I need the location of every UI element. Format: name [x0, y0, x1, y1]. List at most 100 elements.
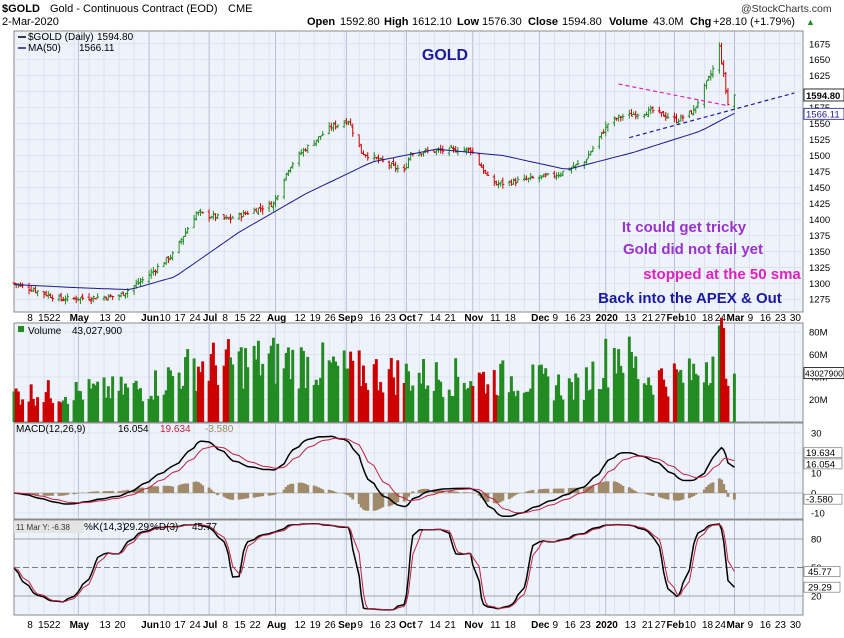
- volume-bar: [531, 364, 534, 422]
- volume-bar: [126, 388, 129, 422]
- volume-bar: [726, 386, 729, 422]
- x-tick-label: 16: [565, 620, 577, 631]
- price-y-tick: 1625: [809, 71, 830, 82]
- volume-bar: [576, 377, 579, 422]
- x-tick-label: 24: [190, 313, 202, 324]
- macd-y-tick: 30: [811, 429, 822, 440]
- x-tick-label: Jun: [141, 620, 159, 631]
- x-tick-label: 26: [325, 620, 337, 631]
- volume-y-tick: 60M: [809, 350, 828, 361]
- price-y-tick: 1375: [809, 231, 830, 242]
- x-tick-label: Jun: [141, 313, 159, 324]
- ma-legend-value: 1566.11: [79, 43, 115, 54]
- volume-bar: [261, 364, 264, 422]
- x-tick-label: 22: [250, 313, 262, 324]
- volume-bar: [81, 400, 84, 422]
- x-tick-label: 27: [655, 620, 667, 631]
- macd-hist-bar: [36, 493, 39, 495]
- x-tick-label: 10: [685, 313, 697, 324]
- price-y-axis: 1275130013251350137514001425145014751500…: [804, 39, 844, 305]
- macd-hist-bar: [201, 485, 204, 493]
- volume-bar: [66, 404, 69, 422]
- macd-hist-bar: [681, 493, 684, 499]
- x-tick-label: 19: [310, 620, 322, 631]
- x-tick-label: 8: [222, 620, 228, 631]
- x-tick-label: Feb: [666, 313, 684, 324]
- macd-hist-bar: [711, 482, 714, 493]
- macd-hist-bar: [351, 493, 354, 499]
- x-tick-label: Aug: [267, 620, 286, 631]
- x-tick-label: Sep: [338, 313, 356, 324]
- volume-bar: [96, 382, 99, 422]
- x-tick-label: Nov: [464, 313, 483, 324]
- macd-legend-name: MACD(12,26,9): [16, 424, 85, 435]
- volume-bar: [141, 401, 144, 422]
- x-tick-label: 16: [370, 620, 382, 631]
- volume-bar: [441, 397, 444, 422]
- x-tick-label: 12: [295, 313, 307, 324]
- ma-legend-name: MA(50): [28, 43, 61, 54]
- macd-hist-bar: [96, 491, 99, 493]
- annotation-50sma: stopped at the 50 sma: [643, 266, 801, 283]
- volume-y-tick: 80M: [809, 328, 828, 339]
- macd-hist-bar: [246, 493, 249, 498]
- low-label: Low: [457, 16, 479, 28]
- price-y-tick: 1275: [809, 295, 830, 306]
- price-y-tick: 1325: [809, 263, 830, 274]
- volume-bar: [621, 373, 624, 422]
- cursor-readout: 11 Mar Y: -6.38: [16, 523, 71, 532]
- x-tick-label: Aug: [267, 313, 286, 324]
- volume-bar: [733, 374, 736, 422]
- x-tick-label: 23: [580, 620, 592, 631]
- x-tick-label: 9: [553, 620, 559, 631]
- high-label: High: [384, 16, 409, 28]
- x-tick-label: 20: [114, 313, 126, 324]
- volume-bar: [666, 396, 669, 422]
- macd-y-tick: -10: [811, 509, 825, 520]
- x-tick-label: 17: [175, 313, 187, 324]
- macd-hist-bar: [216, 493, 219, 495]
- x-tick-label: 23: [580, 313, 592, 324]
- stockcharts-watermark: @StockCharts.com: [741, 3, 832, 15]
- price-y-tick: 1500: [809, 151, 830, 162]
- macd-hist-bar: [651, 493, 654, 496]
- macd-hist-bar: [456, 492, 459, 493]
- x-tick-label: Dec: [531, 313, 550, 324]
- volume-bar: [381, 392, 384, 422]
- x-tick-label: 10: [160, 620, 172, 631]
- chg-up-arrow-icon: ▲: [806, 17, 815, 27]
- macd-hist-bar: [724, 490, 727, 493]
- x-tick-label: 14: [430, 620, 442, 631]
- stoch-k-legend-value: 29.29: [124, 522, 149, 533]
- stoch-right-label: 45.77: [808, 567, 832, 578]
- volume-bar: [111, 376, 114, 422]
- volume-bar: [546, 376, 549, 422]
- macd-hist-bar: [561, 489, 564, 493]
- volume-y-axis: 20M40M60M80M43027900: [804, 328, 844, 407]
- x-tick-label: 19: [310, 313, 322, 324]
- x-tick-label: 13: [99, 313, 111, 324]
- volume-bar: [426, 385, 429, 422]
- x-tick-label: 10: [685, 620, 697, 631]
- macd-right-label: 19.634: [806, 448, 835, 459]
- x-tick-label: Feb: [666, 620, 684, 631]
- price-y-tick: 1350: [809, 247, 830, 258]
- volume-bar: [21, 399, 24, 422]
- macd-hist-bar: [306, 485, 309, 493]
- x-tick-label: May: [70, 313, 90, 324]
- volume-bar: [681, 383, 684, 422]
- volume-y-tick: 20M: [809, 395, 828, 406]
- description: Gold - Continuous Contract (EOD): [50, 3, 218, 15]
- macd-hist-bar: [621, 486, 624, 493]
- macd-hist-bar: [334, 492, 337, 493]
- x-tick-label: 8: [27, 620, 33, 631]
- price-legend-name: $GOLD (Daily): [28, 32, 94, 43]
- x-tick-label: 13: [625, 620, 637, 631]
- stoch-d-legend-name: %D(3): [150, 522, 178, 533]
- x-tick-label: Oct: [399, 620, 416, 631]
